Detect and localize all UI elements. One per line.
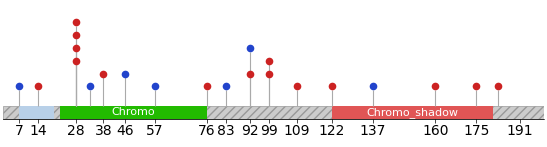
Text: Chromo_shadow: Chromo_shadow (366, 107, 458, 118)
Text: Chromo: Chromo (112, 107, 155, 117)
Bar (332, 106, 492, 118)
Bar (19, 106, 55, 118)
Bar (60, 106, 207, 118)
Bar (3, 106, 544, 118)
